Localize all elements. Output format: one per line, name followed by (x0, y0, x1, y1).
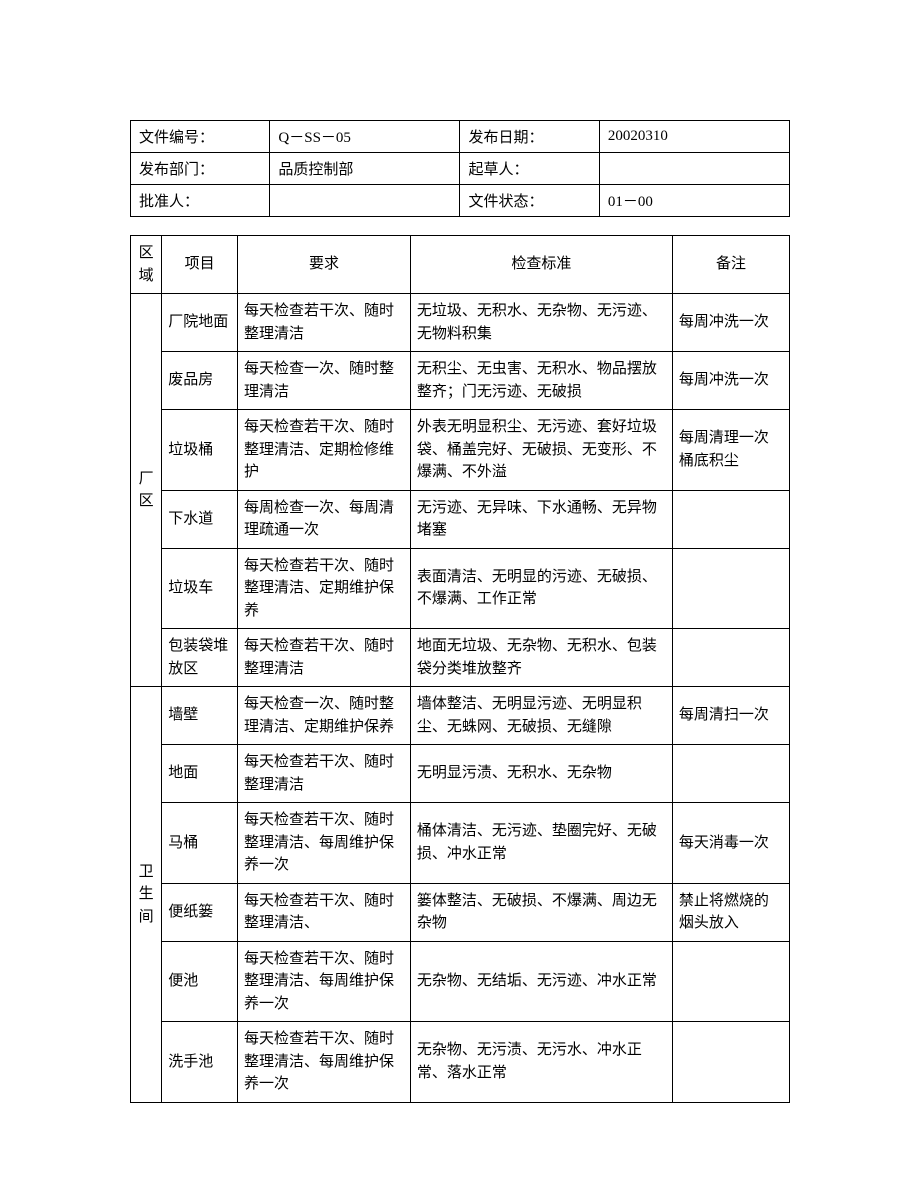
item-cell: 墙壁 (162, 687, 238, 745)
note-cell: 每周冲洗一次 (672, 294, 789, 352)
drafter-label: 起草人： (460, 153, 599, 185)
table-row: 下水道每周检查一次、每周清理疏通一次无污迹、无异味、下水通畅、无异物堵塞 (131, 490, 790, 548)
doc-status-value: 01－00 (599, 185, 789, 217)
table-header-row: 区域 项目 要求 检查标准 备注 (131, 236, 790, 294)
publish-dept-label: 发布部门： (131, 153, 270, 185)
table-row: 包装袋堆放区每天检查若干次、随时整理清洁地面无垃圾、无杂物、无积水、包装袋分类堆… (131, 629, 790, 687)
item-cell: 地面 (162, 745, 238, 803)
item-cell: 垃圾桶 (162, 410, 238, 491)
publish-date-label: 发布日期： (460, 121, 599, 153)
requirement-cell: 每天检查若干次、随时整理清洁 (238, 745, 411, 803)
item-cell: 废品房 (162, 352, 238, 410)
table-row: 地面每天检查若干次、随时整理清洁无明显污渍、无积水、无杂物 (131, 745, 790, 803)
standard-cell: 桶体清洁、无污迹、垫圈完好、无破损、冲水正常 (410, 803, 672, 884)
standard-cell: 篓体整洁、无破损、不爆满、周边无杂物 (410, 883, 672, 941)
table-row: 厂区厂院地面每天检查若干次、随时整理清洁无垃圾、无积水、无杂物、无污迹、无物料积… (131, 294, 790, 352)
standard-cell: 无积尘、无虫害、无积水、物品摆放整齐；门无污迹、无破损 (410, 352, 672, 410)
note-cell: 每天消毒一次 (672, 803, 789, 884)
header-note: 备注 (672, 236, 789, 294)
item-cell: 便池 (162, 941, 238, 1022)
table-row: 废品房每天检查一次、随时整理清洁无积尘、无虫害、无积水、物品摆放整齐；门无污迹、… (131, 352, 790, 410)
item-cell: 洗手池 (162, 1022, 238, 1103)
standard-cell: 无垃圾、无积水、无杂物、无污迹、无物料积集 (410, 294, 672, 352)
note-cell (672, 941, 789, 1022)
table-row: 便池每天检查若干次、随时整理清洁、每周维护保养一次无杂物、无结垢、无污迹、冲水正… (131, 941, 790, 1022)
requirement-cell: 每天检查若干次、随时整理清洁、每周维护保养一次 (238, 941, 411, 1022)
document-header-table: 文件编号： Q－SS－05 发布日期： 20020310 发布部门： 品质控制部… (130, 120, 790, 217)
standard-cell: 无杂物、无污渍、无污水、冲水正常、落水正常 (410, 1022, 672, 1103)
table-row: 垃圾桶每天检查若干次、随时整理清洁、定期检修维护外表无明显积尘、无污迹、套好垃圾… (131, 410, 790, 491)
approver-value (270, 185, 460, 217)
standard-cell: 无污迹、无异味、下水通畅、无异物堵塞 (410, 490, 672, 548)
requirement-cell: 每天检查若干次、随时整理清洁、每周维护保养一次 (238, 1022, 411, 1103)
note-cell: 每周冲洗一次 (672, 352, 789, 410)
doc-number-value: Q－SS－05 (270, 121, 460, 153)
doc-number-label: 文件编号： (131, 121, 270, 153)
header-row-2: 发布部门： 品质控制部 起草人： (131, 153, 790, 185)
standard-cell: 外表无明显积尘、无污迹、套好垃圾袋、桶盖完好、无破损、无变形、不爆满、不外溢 (410, 410, 672, 491)
inspection-standards-table: 区域 项目 要求 检查标准 备注 厂区厂院地面每天检查若干次、随时整理清洁无垃圾… (130, 235, 790, 1103)
table-row: 马桶每天检查若干次、随时整理清洁、每周维护保养一次桶体清洁、无污迹、垫圈完好、无… (131, 803, 790, 884)
item-cell: 垃圾车 (162, 548, 238, 629)
standard-cell: 地面无垃圾、无杂物、无积水、包装袋分类堆放整齐 (410, 629, 672, 687)
item-cell: 下水道 (162, 490, 238, 548)
requirement-cell: 每天检查若干次、随时整理清洁 (238, 294, 411, 352)
publish-date-value: 20020310 (599, 121, 789, 153)
note-cell (672, 745, 789, 803)
requirement-cell: 每天检查若干次、随时整理清洁、定期维护保养 (238, 548, 411, 629)
table-row: 便纸篓每天检查若干次、随时整理清洁、篓体整洁、无破损、不爆满、周边无杂物禁止将燃… (131, 883, 790, 941)
header-requirement: 要求 (238, 236, 411, 294)
requirement-cell: 每天检查一次、随时整理清洁、定期维护保养 (238, 687, 411, 745)
note-cell (672, 629, 789, 687)
item-cell: 马桶 (162, 803, 238, 884)
header-area: 区域 (131, 236, 162, 294)
note-cell: 每周清理一次桶底积尘 (672, 410, 789, 491)
header-row-1: 文件编号： Q－SS－05 发布日期： 20020310 (131, 121, 790, 153)
standard-cell: 墙体整洁、无明显污迹、无明显积尘、无蛛网、无破损、无缝隙 (410, 687, 672, 745)
publish-dept-value: 品质控制部 (270, 153, 460, 185)
item-cell: 包装袋堆放区 (162, 629, 238, 687)
area-cell: 卫生间 (131, 687, 162, 1103)
standard-cell: 无杂物、无结垢、无污迹、冲水正常 (410, 941, 672, 1022)
note-cell (672, 1022, 789, 1103)
header-standard: 检查标准 (410, 236, 672, 294)
requirement-cell: 每天检查若干次、随时整理清洁、定期检修维护 (238, 410, 411, 491)
item-cell: 厂院地面 (162, 294, 238, 352)
table-row: 卫生间墙壁每天检查一次、随时整理清洁、定期维护保养墙体整洁、无明显污迹、无明显积… (131, 687, 790, 745)
note-cell: 每周清扫一次 (672, 687, 789, 745)
table-row: 垃圾车每天检查若干次、随时整理清洁、定期维护保养表面清洁、无明显的污迹、无破损、… (131, 548, 790, 629)
note-cell: 禁止将燃烧的烟头放入 (672, 883, 789, 941)
requirement-cell: 每天检查一次、随时整理清洁 (238, 352, 411, 410)
requirement-cell: 每周检查一次、每周清理疏通一次 (238, 490, 411, 548)
standard-cell: 表面清洁、无明显的污迹、无破损、不爆满、工作正常 (410, 548, 672, 629)
drafter-value (599, 153, 789, 185)
note-cell (672, 548, 789, 629)
item-cell: 便纸篓 (162, 883, 238, 941)
doc-status-label: 文件状态： (460, 185, 599, 217)
requirement-cell: 每天检查若干次、随时整理清洁、每周维护保养一次 (238, 803, 411, 884)
header-item: 项目 (162, 236, 238, 294)
area-cell: 厂区 (131, 294, 162, 687)
standard-cell: 无明显污渍、无积水、无杂物 (410, 745, 672, 803)
approver-label: 批准人： (131, 185, 270, 217)
header-row-3: 批准人： 文件状态： 01－00 (131, 185, 790, 217)
table-row: 洗手池每天检查若干次、随时整理清洁、每周维护保养一次无杂物、无污渍、无污水、冲水… (131, 1022, 790, 1103)
note-cell (672, 490, 789, 548)
requirement-cell: 每天检查若干次、随时整理清洁 (238, 629, 411, 687)
requirement-cell: 每天检查若干次、随时整理清洁、 (238, 883, 411, 941)
